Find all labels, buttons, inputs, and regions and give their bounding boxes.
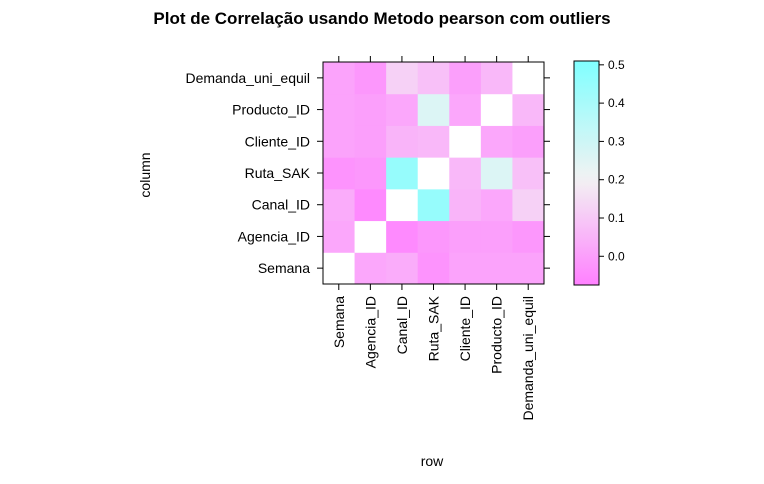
y-tick-label: Cliente_ID: [245, 133, 310, 149]
y-tick-label: Semana: [258, 260, 310, 276]
heatmap-cell: [449, 252, 482, 285]
colorbar-tick-label: 0.3: [608, 134, 625, 148]
heatmap-cell: [323, 93, 356, 126]
heatmap-cell: [480, 157, 513, 190]
heatmap-cell: [354, 62, 387, 95]
heatmap-cell: [386, 188, 419, 222]
heatmap-cell: [354, 157, 387, 190]
heatmap-cell: [354, 125, 387, 158]
y-tick-label: Ruta_SAK: [245, 165, 311, 181]
heatmap-cell: [480, 93, 513, 126]
colorbar-tick-label: 0.0: [608, 249, 625, 263]
heatmap-cell: [480, 252, 513, 285]
heatmap-cell: [323, 188, 356, 222]
heatmap-cell: [512, 188, 545, 222]
heatmap-cell: [512, 125, 545, 158]
x-axis-label: row: [421, 453, 444, 469]
heatmap-cell: [323, 252, 356, 285]
heatmap-cell: [449, 188, 482, 222]
heatmap-cell: [480, 125, 513, 158]
colorbar-ticks: 0.0 0.1 0.2 0.3 0.4 0.5: [599, 58, 625, 263]
heatmap-cell: [417, 157, 450, 190]
y-tick-label: Producto_ID: [232, 102, 310, 118]
heatmap-cell: [480, 188, 513, 222]
heatmap-cell: [480, 62, 513, 95]
heatmap-cell: [354, 220, 387, 253]
heatmap-cell: [354, 252, 387, 285]
y-tick-label: Agencia_ID: [238, 228, 310, 244]
heatmap-cells: [323, 62, 545, 285]
heatmap-cell: [512, 252, 545, 285]
heatmap-cell: [386, 93, 419, 126]
x-tick-label: Canal_ID: [394, 296, 410, 354]
chart-title: Plot de Correlação usando Metodo pearson…: [153, 9, 610, 28]
heatmap-cell: [512, 93, 545, 126]
heatmap-cell: [449, 157, 482, 190]
colorbar-tick-label: 0.1: [608, 211, 625, 225]
x-tick-label: Semana: [331, 296, 347, 348]
heatmap-cell: [449, 93, 482, 126]
heatmap-cell: [417, 93, 450, 126]
heatmap-cell: [480, 220, 513, 253]
heatmap-cell: [417, 188, 450, 222]
x-tick-label: Cliente_ID: [457, 296, 473, 361]
heatmap-cell: [417, 220, 450, 253]
heatmap-cell: [386, 252, 419, 285]
colorbar-tick-label: 0.2: [608, 173, 625, 187]
heatmap-cell: [512, 157, 545, 190]
heatmap-cell: [323, 125, 356, 158]
y-tick-label: Demanda_uni_equil: [185, 70, 310, 86]
y-axis-label: column: [137, 152, 153, 197]
y-tick-labels: Semana Agencia_ID Canal_ID Ruta_SAK Cliente_…: [185, 70, 310, 276]
y-tick-label: Canal_ID: [252, 197, 310, 213]
colorbar: [573, 60, 600, 286]
heatmap-cell: [449, 62, 482, 95]
axis-ticks: [317, 56, 550, 290]
heatmap-cell: [323, 157, 356, 190]
x-tick-label: Demanda_uni_equil: [520, 296, 536, 421]
colorbar-tick-label: 0.4: [608, 96, 625, 110]
heatmap-cell: [386, 62, 419, 95]
heatmap-cell: [417, 62, 450, 95]
heatmap-cell: [386, 220, 419, 253]
heatmap-cell: [386, 125, 419, 158]
heatmap-cell: [449, 220, 482, 253]
heatmap-cell: [512, 62, 545, 95]
heatmap-cell: [323, 62, 356, 95]
heatmap-cell: [512, 220, 545, 253]
heatmap-cell: [354, 93, 387, 126]
heatmap-cell: [354, 188, 387, 222]
x-tick-label: Agencia_ID: [362, 296, 378, 368]
x-tick-labels: Semana Agencia_ID Canal_ID Ruta_SAK Cliente_…: [331, 295, 536, 420]
heatmap-cell: [417, 125, 450, 158]
x-tick-label: Ruta_SAK: [426, 295, 442, 361]
heatmap-cell: [386, 157, 419, 190]
heatmap-cell: [323, 220, 356, 253]
x-tick-label: Producto_ID: [489, 296, 505, 374]
heatmap-cell: [417, 252, 450, 285]
heatmap-cell: [449, 125, 482, 158]
colorbar-tick-label: 0.5: [608, 58, 625, 72]
